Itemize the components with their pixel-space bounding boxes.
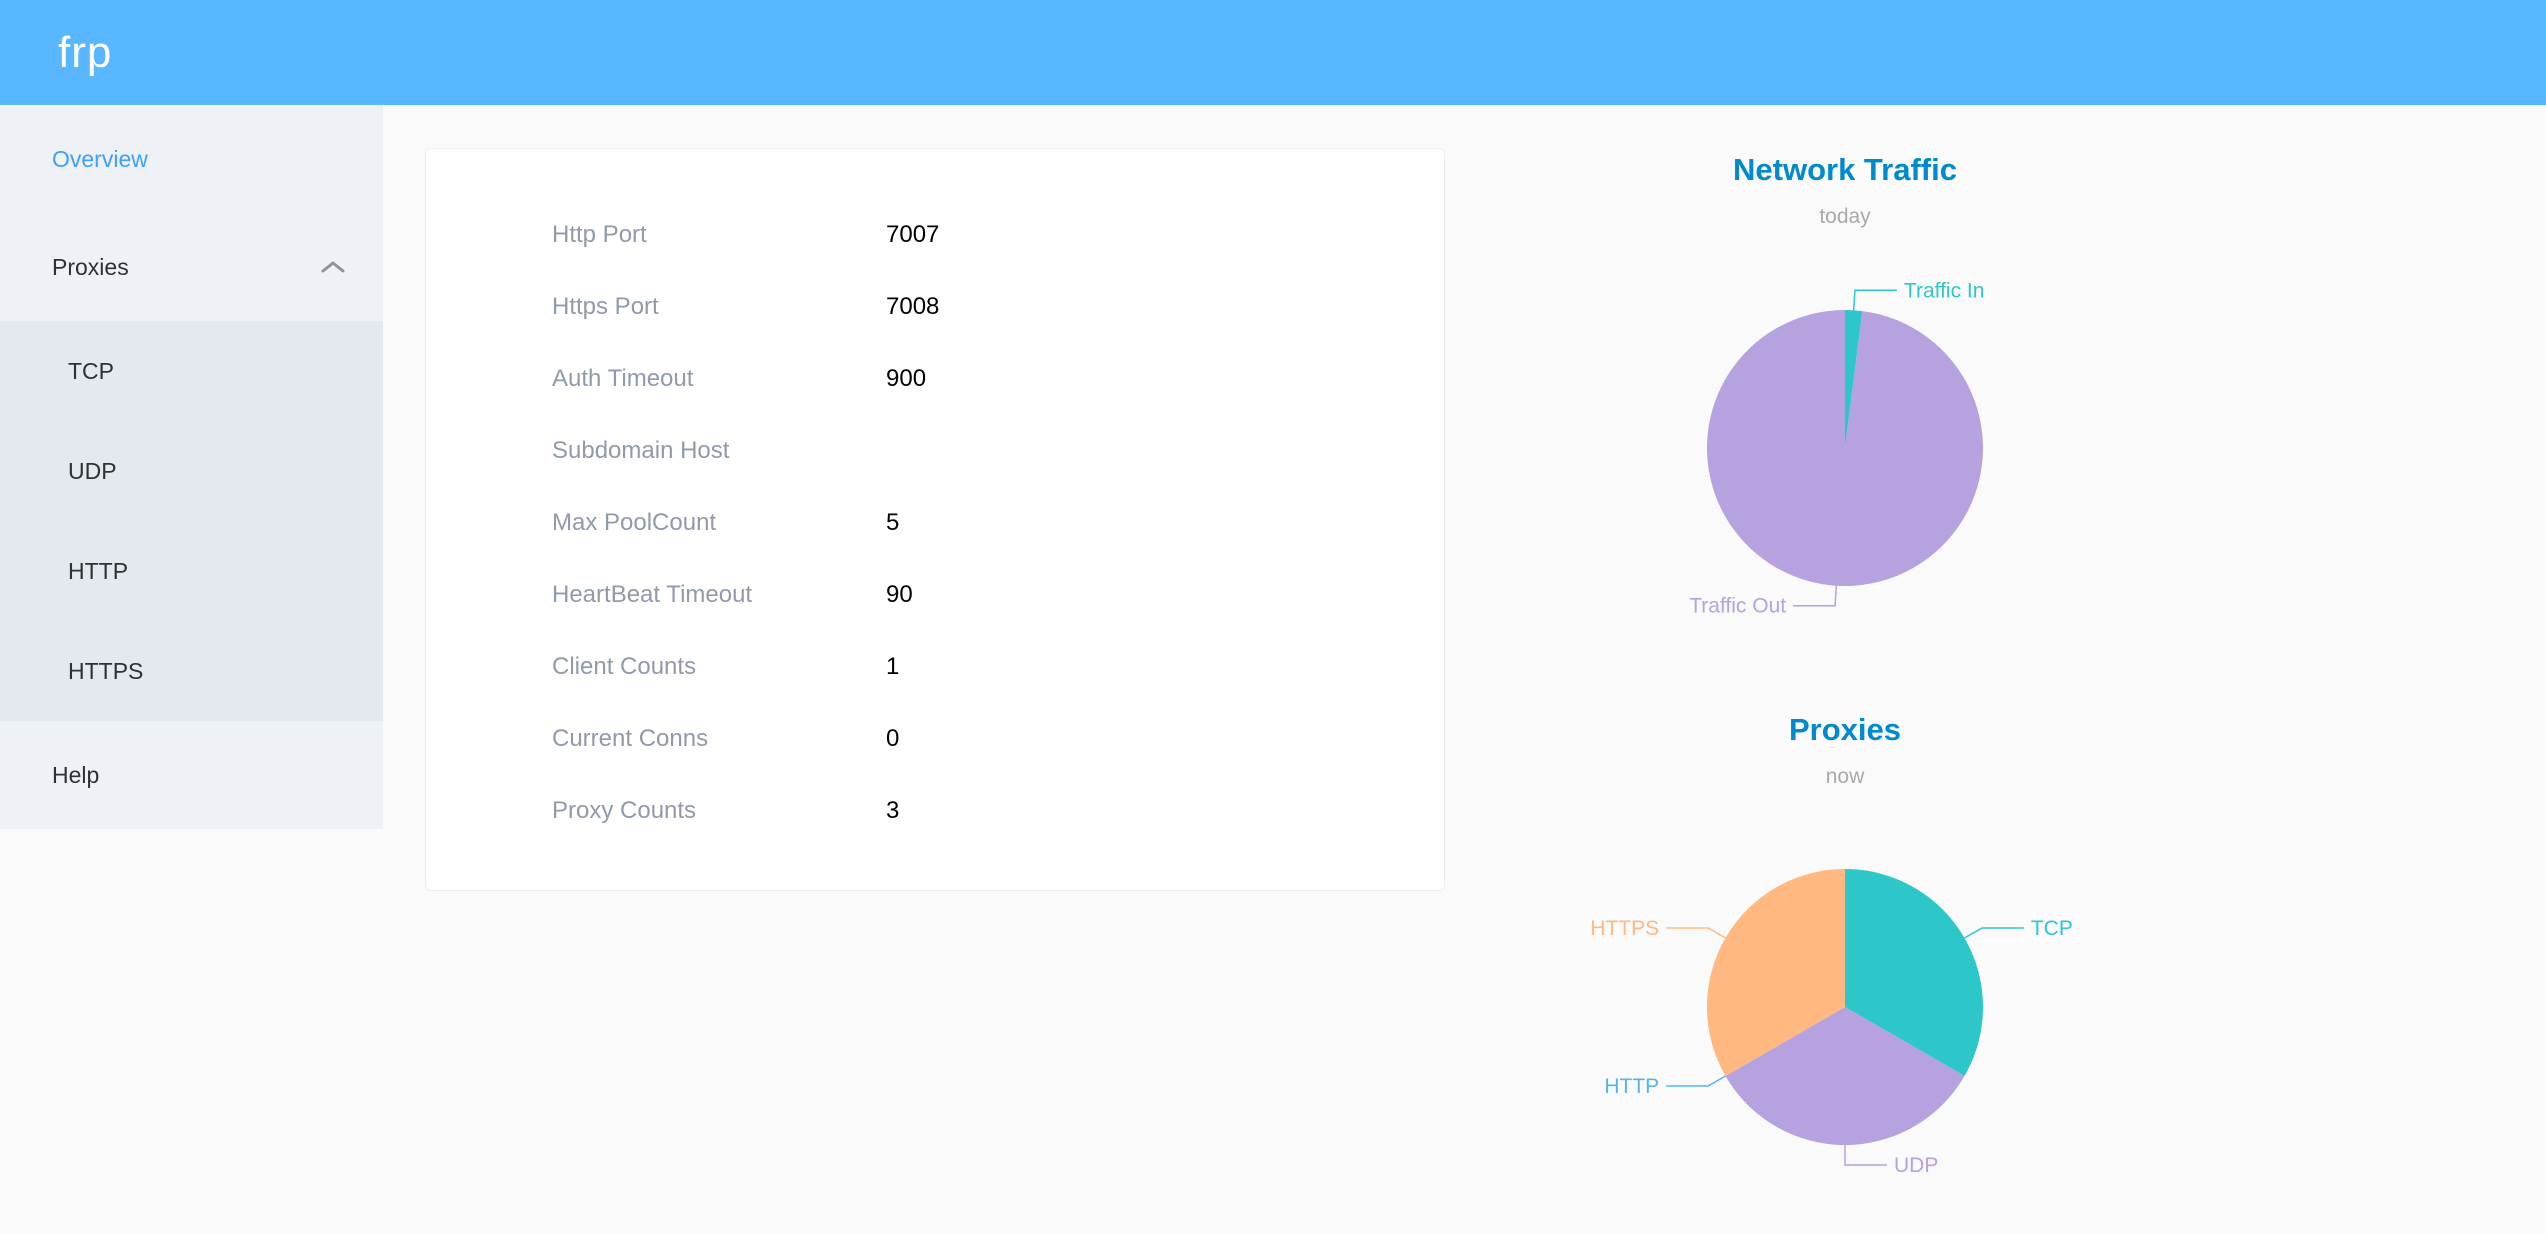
sidebar-item-label: HTTPS (68, 658, 144, 684)
chevron-up-icon (319, 213, 347, 321)
info-label: Auth Timeout (552, 365, 694, 392)
info-label: Proxy Counts (552, 797, 697, 824)
proxies-submenu: TCP UDP HTTP HTTPS (0, 321, 383, 721)
pie-label-leader-https (1666, 927, 1726, 939)
info-label: HeartBeat Timeout (552, 581, 753, 608)
sidebar-item-udp[interactable]: UDP (0, 421, 383, 521)
pie-label-leader-traffic-in (1852, 289, 1897, 311)
pie-slice-udp[interactable] (1725, 1007, 1965, 1145)
info-label: Subdomain Host (552, 437, 730, 464)
pie-slice-https[interactable] (1707, 869, 1845, 1076)
info-row: Client Counts 1 (552, 631, 1444, 703)
sidebar-item-label: TCP (68, 358, 114, 384)
header: frp (0, 0, 2546, 105)
proxies-chart-subtitle: now (1825, 765, 1865, 788)
info-label: Http Port (552, 221, 647, 248)
info-row: Https Port 7008 (552, 271, 1444, 343)
pie-slice-tcp[interactable] (1845, 869, 1983, 1076)
app-logo: frp (58, 28, 113, 77)
info-value: 5 (886, 509, 900, 536)
pie-slice-traffic-in[interactable] (1845, 310, 1863, 448)
info-value: 90 (886, 581, 913, 608)
sidebar: Overview Proxies TCP UDP HTTP HTTPS Help (0, 105, 383, 829)
info-row: Max PoolCount 5 (552, 487, 1444, 559)
sidebar-item-label: Overview (52, 146, 148, 172)
sidebar-item-help[interactable]: Help (0, 721, 383, 829)
pie-label-traffic-in: Traffic In (1904, 279, 1985, 302)
pie-slice-traffic-out[interactable] (1706, 310, 1983, 586)
info-row: Subdomain Host (552, 415, 1444, 487)
pie-label-tcp: TCP (2031, 917, 2073, 940)
pie-label-udp: UDP (1894, 1154, 1938, 1177)
proxies-chart-title: Proxies (1788, 712, 1901, 747)
info-value: 7008 (886, 293, 940, 320)
sidebar-item-label: Proxies (52, 254, 129, 280)
sidebar-item-proxies[interactable]: Proxies (0, 213, 383, 321)
sidebar-item-tcp[interactable]: TCP (0, 321, 383, 421)
sidebar-item-label: Help (52, 762, 100, 788)
info-row: Http Port 7007 (552, 199, 1444, 271)
sidebar-item-overview[interactable]: Overview (0, 105, 383, 213)
server-info-card: Http Port 7007 Https Port 7008 Auth Timeou… (425, 148, 1445, 891)
sidebar-item-https[interactable]: HTTPS (0, 621, 383, 721)
pie-label-traffic-out: Traffic Out (1689, 595, 1786, 618)
info-value: 900 (886, 365, 927, 392)
info-value: 3 (886, 797, 900, 824)
sidebar-item-http[interactable]: HTTP (0, 521, 383, 621)
info-label: Https Port (552, 293, 659, 320)
pie-label-leader-tcp (1964, 927, 2024, 939)
sidebar-item-label: HTTP (68, 558, 129, 584)
info-label: Max PoolCount (552, 509, 717, 536)
pie-label-leader-http (1666, 1075, 1726, 1087)
proxies-pie-chart: TCP UDP HTTP HTTPS (1590, 869, 2073, 1177)
info-row: Proxy Counts 3 (552, 775, 1444, 847)
network-traffic-pie-chart: Traffic In Traffic Out (1689, 279, 1985, 618)
info-value: 0 (886, 725, 900, 752)
info-row: Auth Timeout 900 (552, 343, 1444, 415)
info-label: Current Conns (552, 725, 709, 752)
pie-label-leader-udp (1844, 1145, 1887, 1166)
info-value: 7007 (886, 221, 940, 248)
network-traffic-subtitle: today (1819, 205, 1871, 228)
network-traffic-title: Network Traffic (1733, 152, 1957, 187)
info-label: Client Counts (552, 653, 697, 680)
pie-label-leader-traffic-out (1793, 585, 1838, 607)
info-row: HeartBeat Timeout 90 (552, 559, 1444, 631)
pie-label-http: HTTP (1604, 1075, 1659, 1098)
pie-label-https: HTTPS (1590, 917, 1659, 940)
info-value: 1 (886, 653, 900, 680)
sidebar-item-label: UDP (68, 458, 117, 484)
info-row: Current Conns 0 (552, 703, 1444, 775)
